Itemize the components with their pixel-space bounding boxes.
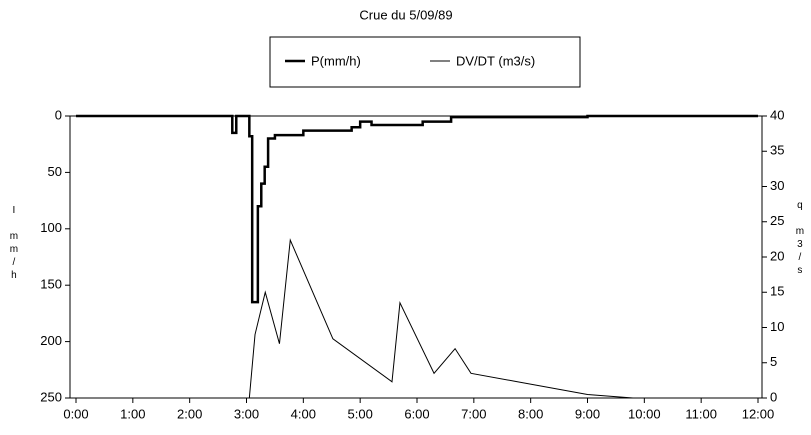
x-tick-label: 6:00: [404, 406, 429, 421]
y-tick-label: 250: [40, 389, 62, 404]
y2-tick-label: 10: [770, 319, 784, 334]
x-tick-label: 5:00: [348, 406, 373, 421]
x-tick-label: 1:00: [120, 406, 145, 421]
y2-tick-label: 40: [770, 107, 784, 122]
y2-tick-label: 0: [770, 389, 777, 404]
x-tick-label: 3:00: [234, 406, 259, 421]
legend-box: [269, 36, 581, 88]
x-tick-label: 8:00: [518, 406, 543, 421]
y-tick-label: 100: [40, 220, 62, 235]
data-line: [76, 238, 758, 399]
y2-tick-label: 20: [770, 248, 784, 263]
legend-label: DV/DT (m3/s): [456, 53, 535, 68]
y2-tick-label: 5: [770, 354, 777, 369]
y-tick-label: 50: [48, 164, 62, 179]
x-tick-label: 10:00: [628, 406, 661, 421]
y-axis-label: I mm/h: [8, 205, 19, 283]
x-tick-label: 12:00: [742, 406, 775, 421]
y-tick-label: 0: [55, 107, 62, 122]
y2-tick-label: 15: [770, 284, 784, 299]
chart-title: Crue du 5/09/89: [359, 7, 452, 22]
x-tick-label: 4:00: [291, 406, 316, 421]
x-tick-label: 0:00: [63, 406, 88, 421]
y2-tick-label: 30: [770, 178, 784, 193]
x-tick-label: 7:00: [461, 406, 486, 421]
x-tick-label: 11:00: [685, 406, 717, 421]
y2-tick-label: 35: [770, 143, 784, 158]
y-tick-label: 200: [40, 333, 62, 348]
y-tick-label: 150: [40, 277, 62, 292]
legend-label: P(mm/h): [311, 53, 361, 68]
data-line: [76, 114, 758, 304]
x-tick-label: 2:00: [177, 406, 202, 421]
x-tick-label: 9:00: [575, 406, 600, 421]
y2-tick-label: 25: [770, 213, 784, 228]
y2-axis-label: q m3/s: [794, 200, 805, 278]
